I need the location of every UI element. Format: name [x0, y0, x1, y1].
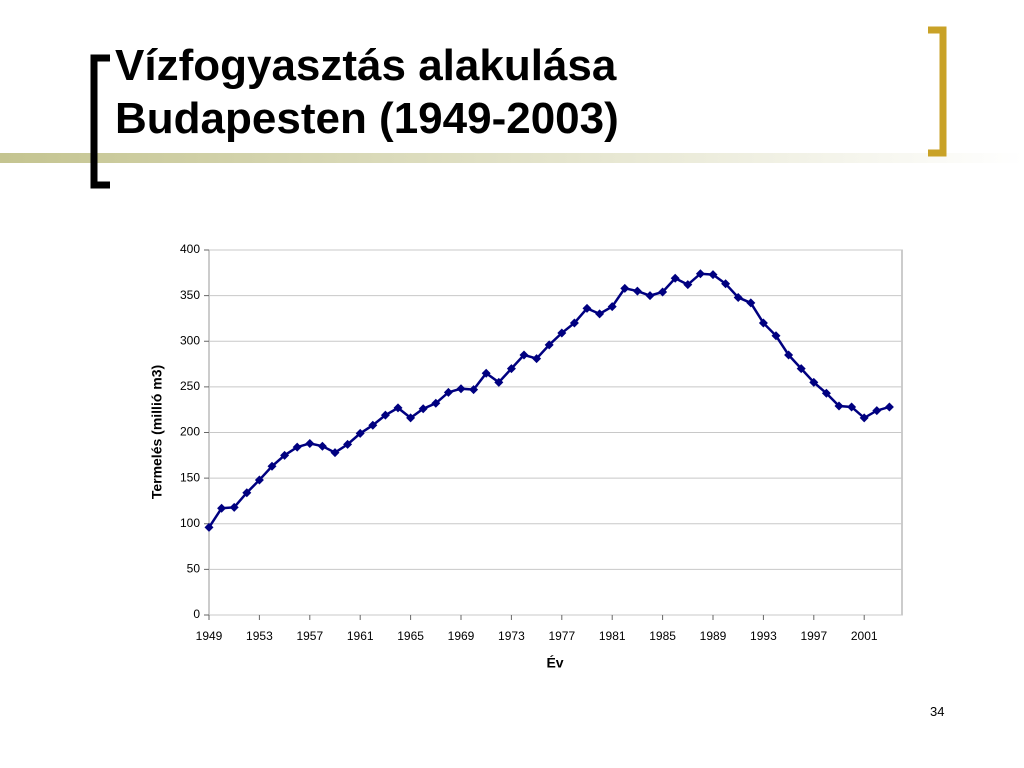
data-point [443, 387, 453, 397]
y-tick-label: 400 [180, 242, 200, 256]
data-point [456, 384, 466, 394]
data-point [355, 428, 365, 438]
data-point [683, 280, 693, 290]
decor-band [0, 153, 1024, 163]
x-tick-label: 1997 [800, 629, 827, 643]
data-point [796, 364, 806, 374]
data-point [721, 279, 731, 289]
data-point [544, 340, 554, 350]
data-point [746, 298, 756, 308]
data-point [317, 441, 327, 451]
x-axis-label: Év [546, 655, 563, 671]
x-tick-label: 1965 [397, 629, 424, 643]
y-tick-label: 100 [180, 516, 200, 530]
data-point [872, 406, 882, 416]
data-point [506, 364, 516, 374]
data-point [418, 404, 428, 414]
y-tick-label: 200 [180, 425, 200, 439]
x-tick-label: 1961 [347, 629, 374, 643]
data-point [670, 273, 680, 283]
data-point [330, 448, 340, 458]
y-axis-label: Termelés (millió m3) [149, 365, 165, 499]
data-point [494, 377, 504, 387]
data-point [229, 502, 239, 512]
decor-bracket-right [928, 26, 947, 157]
slide-title: Vízfogyasztás alakulása Budapesten (1949… [115, 41, 619, 143]
data-point [431, 398, 441, 408]
data-point [771, 331, 781, 341]
x-tick-label: 1957 [296, 629, 323, 643]
data-point [254, 475, 264, 485]
data-point [821, 388, 831, 398]
data-point [204, 522, 214, 532]
x-tick-label: 1981 [599, 629, 626, 643]
data-point [834, 401, 844, 411]
data-point [847, 402, 857, 412]
y-tick-label: 250 [180, 379, 200, 393]
y-tick-label: 350 [180, 288, 200, 302]
data-point [481, 368, 491, 378]
data-point [607, 302, 617, 312]
data-point [217, 503, 227, 513]
x-tick-label: 1949 [196, 629, 223, 643]
x-tick-label: 1993 [750, 629, 777, 643]
x-tick-label: 1969 [448, 629, 475, 643]
data-point [695, 269, 705, 279]
data-point [658, 287, 668, 297]
x-tick-label: 1973 [498, 629, 525, 643]
x-tick-label: 1985 [649, 629, 676, 643]
y-tick-label: 150 [180, 470, 200, 484]
slide-number: 34 [930, 704, 945, 719]
x-tick-label: 1989 [700, 629, 727, 643]
data-point [884, 402, 894, 412]
data-point [393, 403, 403, 413]
data-point [519, 350, 529, 360]
decor-bracket-left [90, 54, 110, 189]
y-tick-label: 50 [187, 562, 201, 576]
data-point [859, 413, 869, 423]
data-point [809, 377, 819, 387]
data-point [280, 450, 290, 460]
data-point [380, 410, 390, 420]
x-tick-label: 1977 [548, 629, 575, 643]
data-point [292, 442, 302, 452]
data-point [645, 291, 655, 301]
y-tick-label: 0 [193, 607, 200, 621]
data-point [758, 318, 768, 328]
data-point [406, 413, 416, 423]
data-point [305, 438, 315, 448]
data-point [532, 354, 542, 364]
data-point [343, 439, 353, 449]
x-tick-label: 1953 [246, 629, 273, 643]
data-point [582, 303, 592, 313]
data-point [267, 461, 277, 471]
data-point [708, 270, 718, 280]
data-point [569, 318, 579, 328]
data-point [368, 420, 378, 430]
data-point [595, 309, 605, 319]
y-tick-label: 300 [180, 333, 200, 347]
data-point [469, 385, 479, 395]
data-point [557, 328, 567, 338]
data-point [784, 350, 794, 360]
data-point [733, 292, 743, 302]
data-point [632, 286, 642, 296]
data-point [242, 488, 252, 498]
x-tick-label: 2001 [851, 629, 878, 643]
data-point [620, 283, 630, 293]
